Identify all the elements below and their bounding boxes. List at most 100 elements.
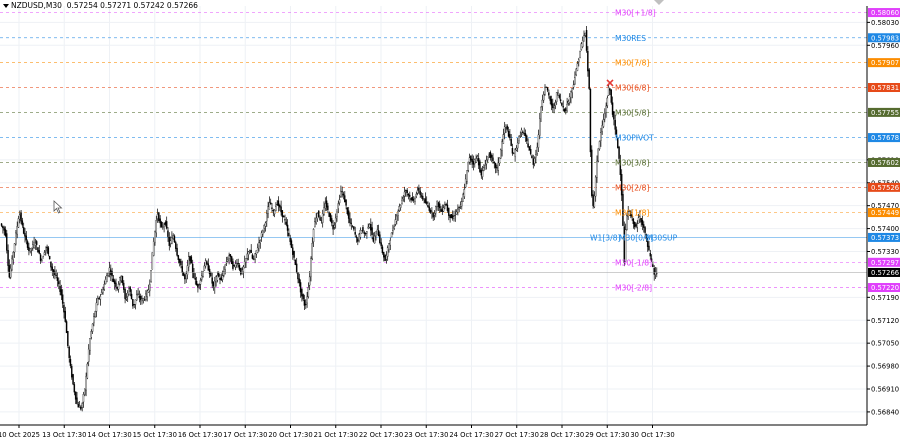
- candle-body: [498, 157, 501, 164]
- candle-body: [345, 199, 347, 206]
- y-tick-label: 0.57470: [871, 202, 899, 210]
- candle-body: [596, 161, 598, 178]
- price-badge-label: 0.57526: [871, 184, 899, 192]
- candle-body: [479, 161, 481, 172]
- candle-body: [141, 298, 143, 302]
- candle-body: [76, 397, 78, 404]
- candle-body: [440, 208, 442, 212]
- chart-shift-marker-icon[interactable]: [654, 0, 664, 5]
- candle-body: [64, 310, 66, 322]
- candle-body: [186, 265, 189, 275]
- level-label: M30[-2/8]: [615, 284, 652, 293]
- candle-body: [323, 207, 325, 215]
- level-label: M30SUP: [646, 233, 678, 242]
- price-badge: [868, 33, 900, 43]
- candle-body: [602, 119, 605, 127]
- candle-body: [191, 263, 194, 273]
- price-badge-label: 0.57297: [871, 259, 899, 267]
- candle-body: [320, 219, 323, 221]
- candle-body: [415, 193, 417, 197]
- candle-body: [160, 222, 163, 227]
- candle-body: [0, 223, 3, 226]
- candle-body: [297, 272, 299, 280]
- candle-body: [540, 106, 542, 122]
- candle-body: [453, 216, 455, 219]
- candle-body: [581, 40, 584, 48]
- candle-body: [532, 158, 534, 165]
- candle-body: [416, 190, 419, 194]
- candle-body: [4, 229, 7, 236]
- candle-body: [58, 281, 60, 285]
- candle-body: [253, 258, 255, 260]
- candle-body: [351, 226, 354, 228]
- candle-body: [485, 159, 488, 165]
- candle-body: [368, 224, 371, 228]
- candle-body: [653, 268, 655, 275]
- candle-body: [113, 280, 116, 284]
- candle-body: [620, 174, 623, 196]
- candle-body: [247, 251, 250, 255]
- candle-body: [168, 237, 170, 246]
- candle-body: [128, 288, 130, 295]
- candle-body: [324, 203, 326, 209]
- candle-body: [223, 271, 225, 276]
- candle-body: [21, 220, 24, 226]
- candle-body: [549, 96, 551, 101]
- candle-body: [354, 232, 356, 235]
- candle-body: [619, 160, 622, 175]
- candle-body: [420, 195, 423, 197]
- candle-body: [346, 207, 349, 214]
- y-tick-label: 0.57190: [871, 294, 899, 302]
- candle-body: [215, 276, 217, 283]
- candle-body: [386, 247, 389, 257]
- candle-body: [211, 277, 213, 284]
- candle-body: [46, 246, 48, 248]
- candle-body: [514, 149, 516, 157]
- candle-body: [95, 302, 98, 312]
- level-label: M30[3/8]: [615, 158, 649, 167]
- candle-body: [264, 222, 267, 227]
- candle-body: [125, 297, 128, 300]
- candle-body: [392, 230, 394, 233]
- candle-body: [623, 226, 625, 263]
- candle-body: [635, 224, 637, 227]
- candle-body: [462, 194, 464, 202]
- candle-body: [511, 148, 514, 154]
- candle-body: [227, 259, 229, 262]
- candle-body: [305, 303, 307, 306]
- candle-body: [301, 288, 303, 297]
- candle-body: [431, 211, 433, 213]
- candle-body: [65, 321, 68, 334]
- level-label: M30[5/8]: [615, 108, 649, 117]
- candle-body: [281, 210, 284, 217]
- candle-body: [136, 294, 138, 301]
- candle-body: [84, 388, 86, 396]
- candle-body: [177, 255, 180, 260]
- candle-body: [528, 146, 531, 151]
- candle-body: [56, 277, 59, 282]
- candle-body: [349, 218, 351, 224]
- candle-body: [588, 69, 590, 89]
- candle-body: [558, 95, 560, 98]
- candle-body: [47, 247, 50, 255]
- candle-body: [333, 224, 336, 228]
- candle-body: [132, 299, 134, 307]
- candle-body: [249, 250, 251, 252]
- candle-body: [393, 226, 395, 229]
- price-badge: [868, 257, 900, 267]
- candle-body: [50, 261, 52, 268]
- candle-body: [171, 237, 173, 244]
- symbol-menu-icon[interactable]: [3, 4, 9, 8]
- candle-body: [193, 272, 195, 279]
- candle-body: [338, 199, 341, 204]
- level-label: M30PIVOT: [615, 134, 654, 143]
- candle-body: [526, 135, 528, 142]
- current-price-label: 0.57266: [871, 269, 899, 277]
- candle-body: [422, 195, 424, 200]
- level-label: M30[7/8]: [615, 59, 649, 68]
- candle-body: [578, 59, 580, 63]
- candle-body: [527, 143, 529, 148]
- candle-body: [461, 201, 463, 207]
